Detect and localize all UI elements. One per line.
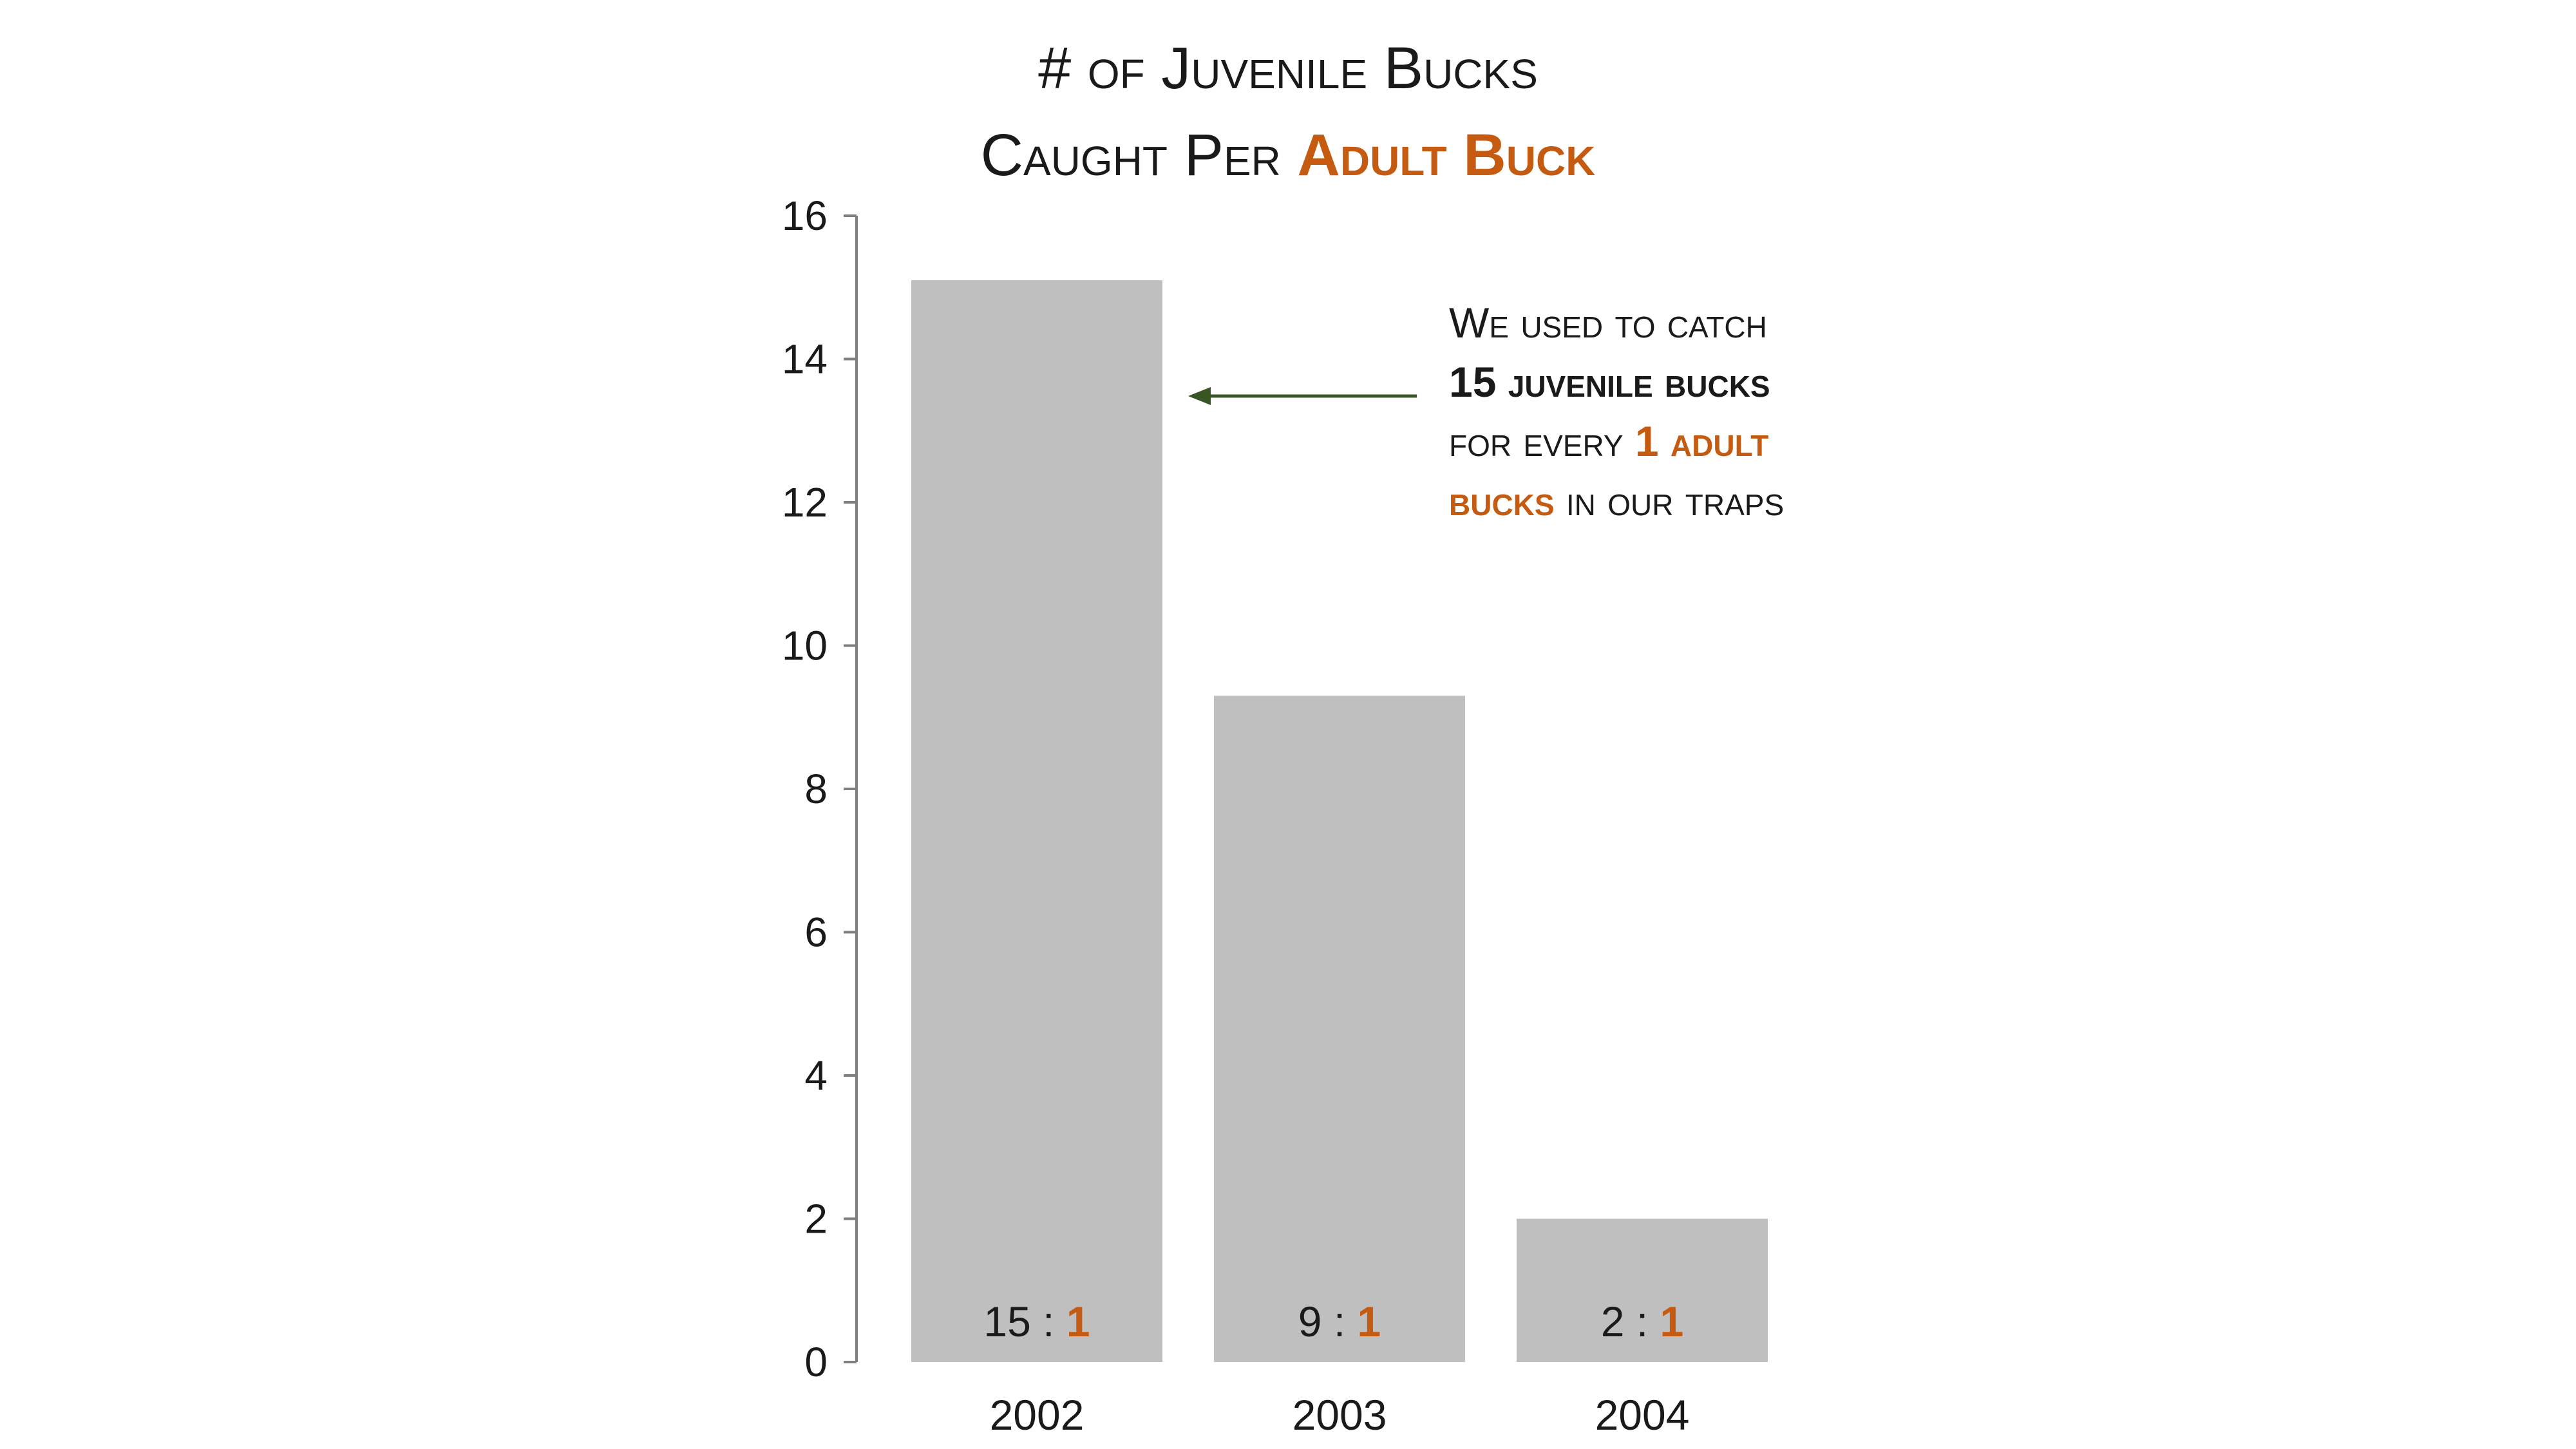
arrow-head [1188, 387, 1211, 405]
y-tick-label: 0 [804, 1339, 828, 1385]
annotation-line4: bucks in our traps [1449, 471, 2029, 530]
annotation-line4-suffix: in our traps [1554, 477, 1785, 524]
x-axis-ticks: 2002 2003 2004 [990, 1391, 1690, 1439]
bars [911, 280, 1768, 1362]
chart-title-line1: # of Juvenile Bucks [0, 39, 2576, 98]
y-axis: 0 2 4 6 8 10 12 14 16 [782, 193, 858, 1385]
y-tick-label: 12 [782, 479, 828, 526]
annotation-line2-text: 15 juvenile bucks [1449, 358, 1770, 406]
data-label-2003: 9 : 1 [1298, 1298, 1381, 1345]
annotation-line3: for every 1 adult [1449, 412, 2029, 471]
bar-2003 [1214, 696, 1465, 1362]
annotation-line3-prefix: for every [1449, 417, 1635, 465]
annotation-arrow [1188, 387, 1417, 405]
annotation-text: We used to catch 15 juvenile bucks for e… [1449, 293, 2029, 530]
data-label-2004: 2 : 1 [1601, 1298, 1683, 1345]
y-tick-label: 14 [782, 336, 828, 383]
x-tick-label-2002: 2002 [990, 1391, 1084, 1439]
y-tick-label: 6 [804, 909, 828, 956]
y-tick-label: 8 [804, 766, 828, 812]
y-tick-label: 2 [804, 1196, 828, 1242]
bar-2002 [911, 280, 1162, 1362]
x-tick-label-2004: 2004 [1595, 1391, 1690, 1439]
annotation-line2: 15 juvenile bucks [1449, 352, 2029, 412]
chart-title-accent: Adult Buck [1297, 122, 1596, 188]
chart-title-text: # of Juvenile Bucks [1038, 35, 1538, 101]
y-tick-label: 16 [782, 193, 828, 239]
data-label-2002: 15 : 1 [983, 1298, 1090, 1345]
annotation-line1-text: We used to catch [1449, 299, 1767, 346]
y-tick-label: 10 [782, 623, 828, 669]
chart-title-line2: Caught Per Adult Buck [0, 126, 2576, 185]
x-tick-label-2003: 2003 [1293, 1391, 1387, 1439]
annotation-line3-accent: 1 adult [1634, 417, 1769, 465]
annotation-line4-accent: bucks [1449, 477, 1555, 524]
annotation-line1: We used to catch [1449, 293, 2029, 352]
data-labels: 15 : 1 9 : 1 2 : 1 [983, 1298, 1683, 1345]
chart-title-prefix: Caught Per [980, 122, 1298, 188]
bar-2004 [1517, 1218, 1768, 1362]
y-tick-label: 4 [804, 1052, 828, 1099]
